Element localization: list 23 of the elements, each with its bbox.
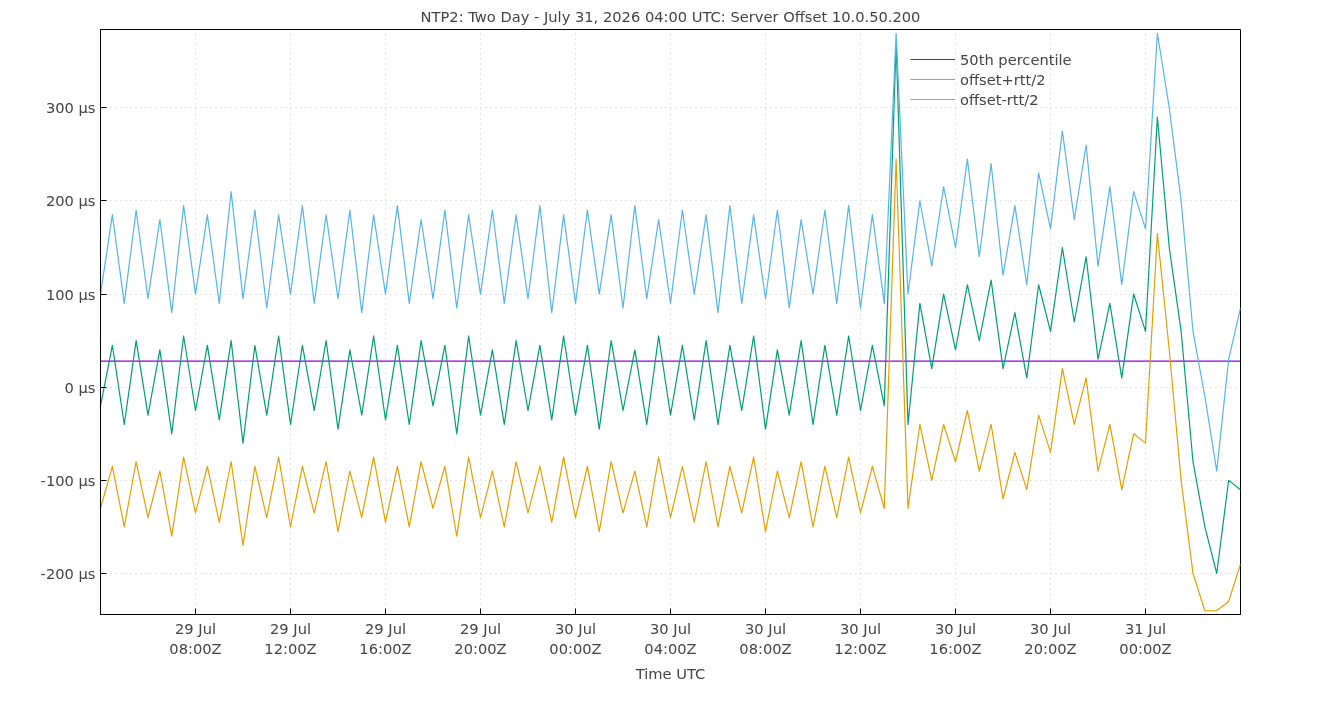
x-tick-label: 29 Jul 08:00Z [169,619,222,657]
y-tick-label: 300 µs [45,99,96,117]
x-tick-label: 30 Jul 00:00Z [549,619,602,657]
line-series [100,32,1241,472]
x-tick-label: 30 Jul 08:00Z [739,619,792,657]
legend-label: offset+rtt/2 [960,70,1046,88]
legend-label: 50th percentile [960,50,1072,68]
x-tick-label: 30 Jul 20:00Z [1024,619,1077,657]
x-tick-label: 29 Jul 20:00Z [454,619,507,657]
x-tick-label: 31 Jul 00:00Z [1119,619,1172,657]
x-tick-label: 29 Jul 12:00Z [264,619,317,657]
x-tick-label: 30 Jul 04:00Z [644,619,697,657]
x-tick-label: 30 Jul 12:00Z [834,619,887,657]
x-axis-title: Time UTC [634,664,706,682]
x-tick-label: 30 Jul 16:00Z [929,619,982,657]
legend-label: offset-rtt/2 [960,90,1039,108]
y-tick-label: 100 µs [45,285,96,303]
chart-title: NTP2: Two Day - July 31, 2026 04:00 UTC: Server Offset 10.0.50.200 [420,7,921,25]
y-tick-label: 0 µs [64,378,96,396]
x-tick-label: 29 Jul 16:00Z [359,619,412,657]
y-tick-label: -200 µs [40,565,96,583]
y-tick-label: 200 µs [45,192,96,210]
y-tick-label: -100 µs [40,471,96,489]
